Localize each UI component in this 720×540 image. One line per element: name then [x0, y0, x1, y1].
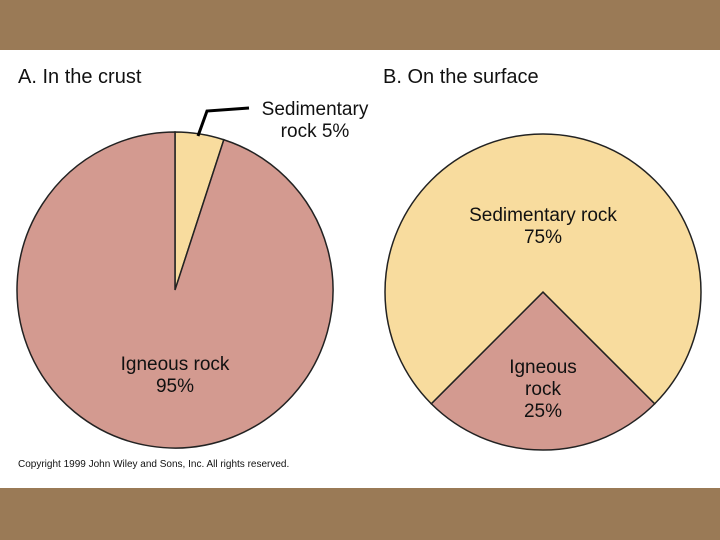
slice-label: Igneous rock 25%	[498, 357, 588, 423]
category-label: Sedimentary rock	[261, 99, 369, 142]
category-label: Igneous rock	[509, 357, 577, 400]
category-label: Igneous rock	[120, 354, 230, 375]
value-label: 75%	[523, 227, 563, 248]
value-label: 25%	[523, 401, 563, 422]
leader-line	[196, 106, 250, 137]
copyright: Copyright 1999 John Wiley and Sons, Inc.…	[18, 459, 290, 470]
value-label: 95%	[155, 376, 195, 397]
chart-title: A. In the crust	[18, 66, 142, 88]
pie-slice	[430, 290, 656, 451]
slice-label: Sedimentary rock 75%	[433, 205, 653, 249]
value-label: 5%	[321, 121, 350, 142]
slice-label: Igneous rock 95%	[95, 354, 255, 398]
chart-title: B. On the surface	[383, 66, 539, 88]
pie-slice	[16, 131, 334, 449]
category-label: Sedimentary rock	[469, 205, 617, 226]
slice-label: Sedimentary rock 5%	[245, 99, 385, 143]
pie-slice	[384, 133, 702, 405]
